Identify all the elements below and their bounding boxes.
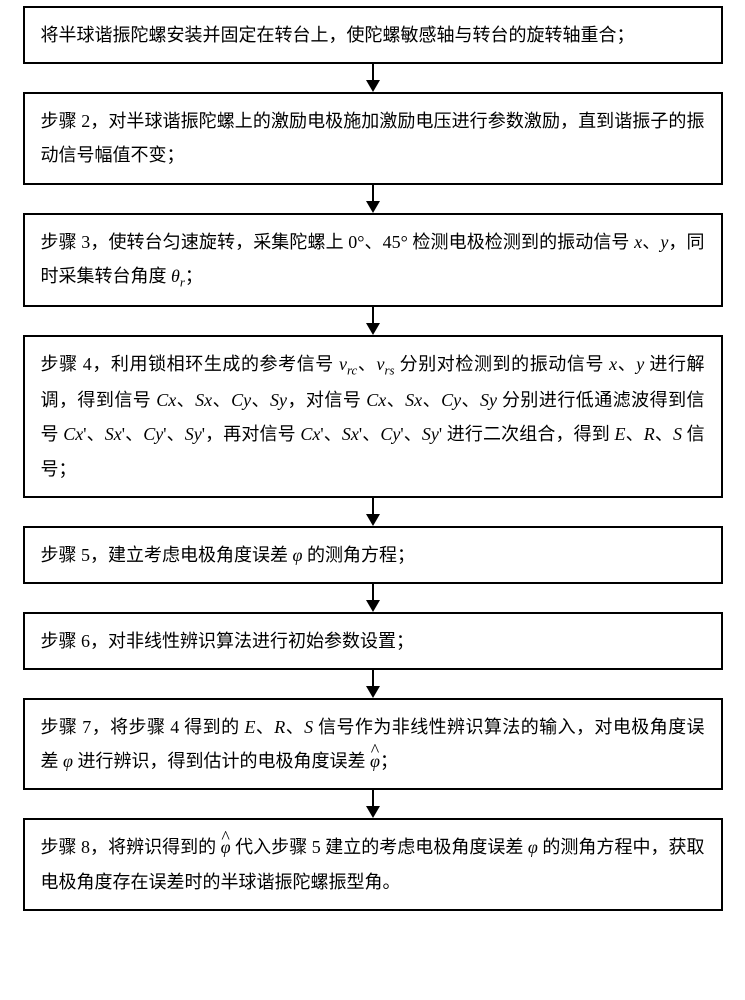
flow-step-5: 步骤 5，建立考虑电极角度误差 φ 的测角方程； (23, 526, 723, 584)
step-text: 步骤 8，将辨识得到的 ^φ 代入步骤 5 建立的考虑电极角度误差 φ 的测角方… (41, 837, 705, 891)
arrow-down-icon (361, 64, 385, 92)
step-text: 步骤 3，使转台匀速旋转，采集陀螺上 0°、45° 检测电极检测到的振动信号 x… (41, 232, 705, 286)
flow-step-1: 将半球谐振陀螺安装并固定在转台上，使陀螺敏感轴与转台的旋转轴重合； (23, 6, 723, 64)
arrow-down-icon (361, 498, 385, 526)
arrow-down-icon (361, 670, 385, 698)
flow-step-3: 步骤 3，使转台匀速旋转，采集陀螺上 0°、45° 检测电极检测到的振动信号 x… (23, 213, 723, 307)
flow-step-8: 步骤 8，将辨识得到的 ^φ 代入步骤 5 建立的考虑电极角度误差 φ 的测角方… (23, 818, 723, 910)
step-text: 步骤 2，对半球谐振陀螺上的激励电极施加激励电压进行参数激励，直到谐振子的振动信… (41, 111, 705, 165)
arrow-down-icon (361, 307, 385, 335)
flow-step-4: 步骤 4，利用锁相环生成的参考信号 vrc、vrs 分别对检测到的振动信号 x、… (23, 335, 723, 498)
arrow-3-4 (361, 307, 385, 335)
arrow-4-5 (361, 498, 385, 526)
arrow-down-icon (361, 790, 385, 818)
arrow-7-8 (361, 790, 385, 818)
arrow-down-icon (361, 185, 385, 213)
flow-step-6: 步骤 6，对非线性辨识算法进行初始参数设置； (23, 612, 723, 670)
arrow-5-6 (361, 584, 385, 612)
flow-step-7: 步骤 7，将步骤 4 得到的 E、R、S 信号作为非线性辨识算法的输入，对电极角… (23, 698, 723, 790)
step-text: 将半球谐振陀螺安装并固定在转台上，使陀螺敏感轴与转台的旋转轴重合； (41, 25, 635, 45)
arrow-down-icon (361, 584, 385, 612)
step-text: 步骤 6，对非线性辨识算法进行初始参数设置； (41, 631, 415, 651)
arrow-2-3 (361, 185, 385, 213)
arrow-1-2 (361, 64, 385, 92)
step-text: 步骤 4，利用锁相环生成的参考信号 vrc、vrs 分别对检测到的振动信号 x、… (41, 354, 705, 479)
step-text: 步骤 5，建立考虑电极角度误差 φ 的测角方程； (41, 545, 415, 565)
arrow-6-7 (361, 670, 385, 698)
flow-step-2: 步骤 2，对半球谐振陀螺上的激励电极施加激励电压进行参数激励，直到谐振子的振动信… (23, 92, 723, 184)
step-text: 步骤 7，将步骤 4 得到的 E、R、S 信号作为非线性辨识算法的输入，对电极角… (41, 717, 705, 771)
